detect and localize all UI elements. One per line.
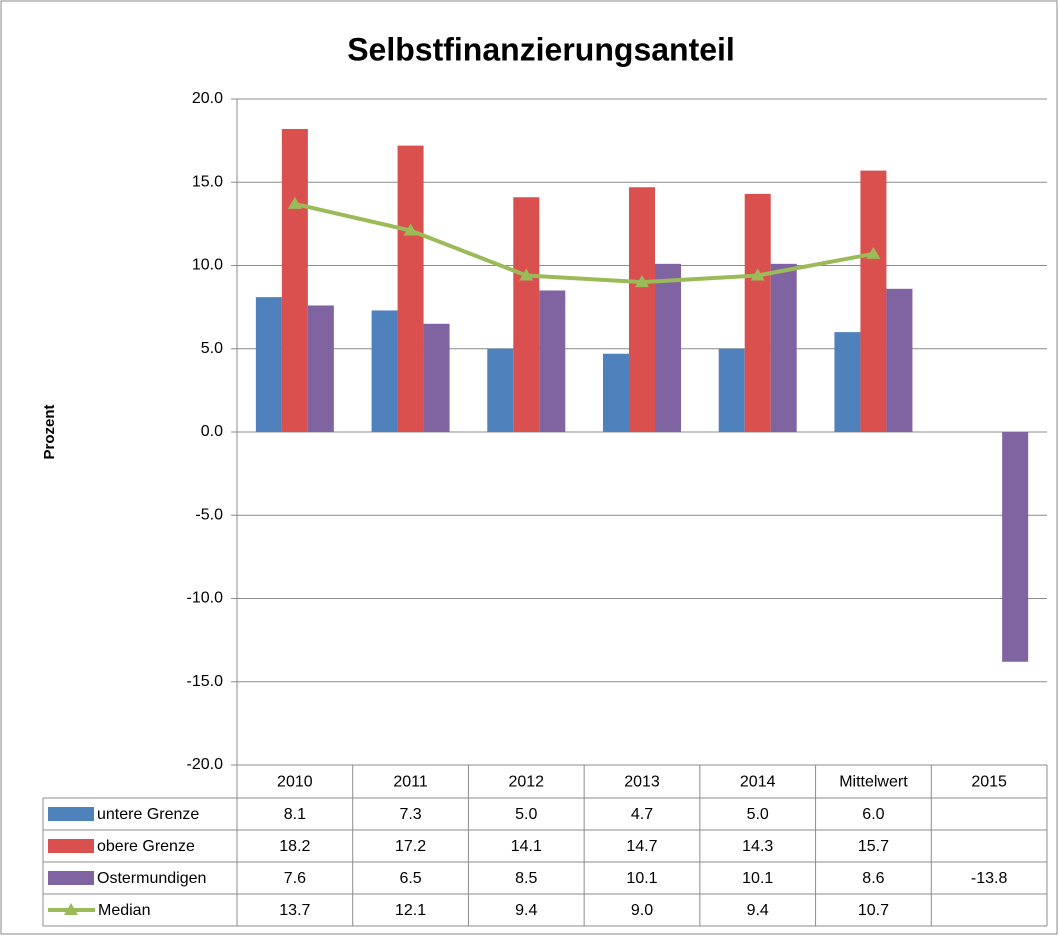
line-marker — [866, 246, 881, 259]
bar — [255, 297, 282, 432]
line — [294, 201, 874, 285]
legend-swatch — [48, 871, 94, 885]
table-cell: 13.7 — [279, 902, 310, 919]
table-cell: 8.6 — [862, 870, 884, 887]
line-marker — [635, 275, 649, 288]
table-cell: 6.0 — [862, 806, 884, 823]
table-cell: 14.1 — [511, 838, 542, 855]
table-cell: 18.2 — [279, 838, 310, 855]
bar — [770, 263, 797, 432]
legend-label: Ostermundigen — [97, 870, 206, 887]
legend-swatch — [64, 903, 78, 915]
table-cell: 8.1 — [284, 806, 306, 823]
table-cell: 9.4 — [747, 902, 769, 919]
legend-label: obere Grenze — [97, 838, 195, 855]
table-cell: 4.7 — [631, 806, 653, 823]
legend-swatch — [48, 807, 94, 821]
table-cell: 9.4 — [515, 902, 537, 919]
legend-label: Median — [98, 902, 150, 919]
table-cell: 6.5 — [399, 870, 421, 887]
bar — [629, 187, 655, 432]
line-marker — [519, 268, 534, 281]
bar — [1002, 432, 1029, 662]
y-tick-label: 20.0 — [192, 90, 223, 107]
y-axis-label: Prozent — [41, 404, 58, 459]
table-cell: 7.3 — [399, 806, 421, 823]
y-tick-label: 5.0 — [201, 340, 223, 357]
bar — [487, 348, 514, 432]
bar — [655, 263, 681, 432]
x-tick-label: 2012 — [508, 774, 544, 791]
table-cell: 5.0 — [747, 806, 769, 823]
table-cell: 7.6 — [284, 870, 306, 887]
y-tick-label: -10.0 — [187, 590, 224, 607]
table-cell: 8.5 — [515, 870, 537, 887]
legend-label: untere Grenze — [97, 806, 199, 823]
x-tick-label: 2010 — [277, 774, 313, 791]
legend-swatch — [48, 839, 94, 853]
y-tick-label: 0.0 — [201, 423, 223, 440]
y-tick-label: -15.0 — [187, 673, 224, 690]
y-tick-label: -5.0 — [195, 506, 223, 523]
bar — [744, 193, 771, 432]
x-tick-label: 2015 — [971, 774, 1007, 791]
x-tick-label: 2011 — [393, 774, 428, 791]
bar — [397, 145, 424, 432]
x-tick-label: 2013 — [624, 774, 660, 791]
table-cell: 14.7 — [626, 838, 657, 855]
bar — [371, 310, 398, 432]
table-cell: 10.7 — [858, 902, 889, 919]
table-cell: 17.2 — [395, 838, 426, 855]
table-cell: 10.1 — [626, 870, 657, 887]
bar — [860, 170, 887, 432]
bar — [281, 128, 308, 432]
line-marker — [287, 196, 302, 209]
table-cell: 15.7 — [858, 838, 889, 855]
bar — [603, 353, 629, 432]
x-tick-label: Mittelwert — [839, 774, 908, 791]
table-cell: 5.0 — [515, 806, 537, 823]
table-cell: -13.8 — [971, 870, 1008, 887]
bar — [886, 288, 913, 432]
table-cell: 12.1 — [395, 902, 426, 919]
table-cell: 10.1 — [742, 870, 773, 887]
y-tick-label: -20.0 — [187, 756, 224, 773]
chart-title: Selbstfinanzierungsanteil — [347, 31, 735, 67]
bar — [423, 323, 450, 432]
bar — [718, 348, 745, 432]
table-cell: 14.3 — [742, 838, 773, 855]
line-marker — [403, 223, 418, 236]
line-marker — [750, 268, 765, 281]
bar — [513, 197, 540, 432]
bar — [834, 332, 861, 432]
x-tick-label: 2014 — [740, 774, 776, 791]
table-cell: 9.0 — [631, 902, 653, 919]
bar — [307, 305, 334, 432]
y-tick-label: 10.0 — [192, 257, 223, 274]
y-tick-label: 15.0 — [192, 173, 223, 190]
bar — [539, 290, 566, 432]
